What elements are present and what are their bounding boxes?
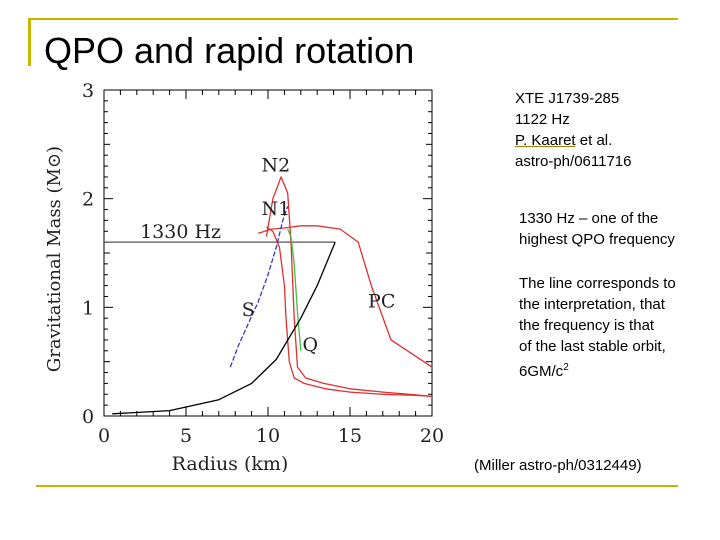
source-info: XTE J1739-285 1122 Hz P. Kaaret et al. a… bbox=[515, 88, 631, 172]
y-tick-label: 2 bbox=[82, 189, 94, 211]
orbit-formula: 6GM/c2 bbox=[519, 357, 676, 382]
author-link[interactable]: P. Kaaret bbox=[515, 132, 576, 149]
orbit-text: 6GM/c bbox=[519, 363, 564, 380]
interpretation-line: The line corresponds to bbox=[519, 275, 676, 292]
y-tick-label: 1 bbox=[82, 297, 94, 319]
series-line bbox=[112, 241, 336, 415]
mass-radius-chart: 0 5 10 15 20 0 1 2 3 Radius (km) Gravitational Mas… bbox=[40, 76, 460, 477]
y-axis-label: Gravitational Mass (M⊙) bbox=[44, 146, 65, 372]
x-tick-label: 10 bbox=[256, 425, 280, 447]
y-tick-label: 3 bbox=[82, 80, 94, 102]
title-left-accent-bar bbox=[28, 18, 31, 66]
author-line: P. Kaaret et al. bbox=[515, 130, 631, 151]
qpo-line: 1330 Hz – one of the bbox=[519, 210, 659, 227]
frequency-line-label: 1330 Hz bbox=[140, 221, 221, 243]
x-tick-label: 0 bbox=[98, 425, 110, 447]
interpretation-line: the frequency is that bbox=[519, 317, 655, 334]
x-tick-label: 5 bbox=[180, 425, 192, 447]
y-tick-label: 0 bbox=[82, 406, 94, 428]
x-tick-label: 20 bbox=[420, 425, 444, 447]
bottom-accent-line bbox=[36, 485, 678, 487]
curve-label: PC bbox=[368, 290, 395, 312]
x-tick-label: 15 bbox=[338, 425, 362, 447]
source-name: XTE J1739-285 bbox=[515, 90, 620, 107]
series-line bbox=[229, 206, 289, 368]
author-suffix: et al. bbox=[575, 132, 613, 149]
curve-label: Q bbox=[302, 334, 318, 356]
mass-radius-plot: 0 5 10 15 20 0 1 2 3 Radius (km) Gravitational Mas… bbox=[44, 80, 444, 475]
series-line bbox=[266, 226, 433, 398]
curve-label: N2 bbox=[261, 155, 290, 177]
curve-label: S bbox=[242, 299, 255, 321]
qpo-paragraph: 1330 Hz – one of the highest QPO frequen… bbox=[519, 208, 675, 250]
curve-label: N1 bbox=[261, 198, 290, 220]
citation: (Miller astro-ph/0312449) bbox=[474, 457, 642, 474]
arxiv-id: astro-ph/0611716 bbox=[515, 153, 632, 170]
interpretation-line: the interpretation, that bbox=[519, 296, 665, 313]
interpretation-line: of the last stable orbit, bbox=[519, 338, 666, 355]
interpretation-paragraph: The line corresponds to the interpretati… bbox=[519, 273, 676, 382]
series-line bbox=[287, 228, 302, 351]
series-line bbox=[265, 176, 433, 398]
orbit-exponent: 2 bbox=[563, 362, 569, 373]
slide-title: QPO and rapid rotation bbox=[44, 30, 415, 71]
source-frequency: 1122 Hz bbox=[515, 111, 570, 128]
qpo-line: highest QPO frequency bbox=[519, 231, 675, 248]
series-line bbox=[257, 225, 433, 368]
title-top-accent-line bbox=[28, 18, 678, 20]
x-axis-label: Radius (km) bbox=[172, 453, 289, 472]
